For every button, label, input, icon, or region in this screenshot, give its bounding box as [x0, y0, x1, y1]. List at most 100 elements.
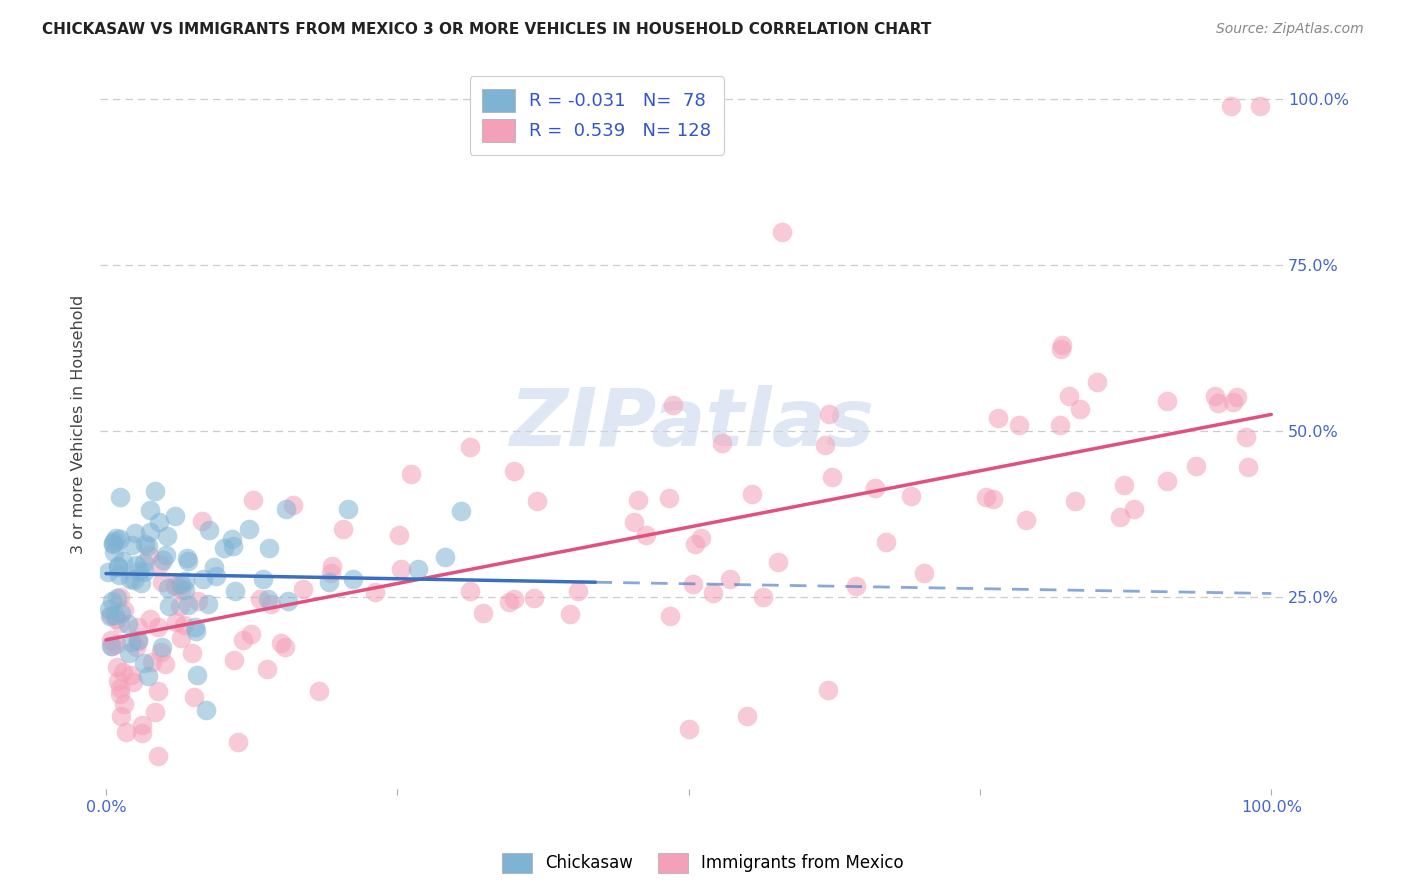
- Point: [103, 545, 125, 559]
- Point: [252, 572, 274, 586]
- Point: [718, 572, 741, 586]
- Point: [121, 675, 143, 690]
- Point: [502, 592, 524, 607]
- Point: [735, 709, 758, 723]
- Point: [1236, 460, 1258, 475]
- Point: [105, 591, 128, 606]
- Point: [526, 494, 548, 508]
- Point: [146, 684, 169, 698]
- Point: [170, 577, 193, 591]
- Point: [408, 562, 430, 576]
- Point: [242, 493, 264, 508]
- Point: [170, 582, 193, 597]
- Point: [1234, 430, 1257, 444]
- Point: [274, 640, 297, 655]
- Point: [1063, 494, 1085, 508]
- Point: [100, 632, 122, 647]
- Point: [1222, 395, 1244, 409]
- Point: [131, 725, 153, 739]
- Point: [173, 618, 195, 632]
- Point: [256, 662, 278, 676]
- Point: [238, 522, 260, 536]
- Point: [900, 489, 922, 503]
- Point: [150, 645, 173, 659]
- Point: [399, 467, 422, 481]
- Point: [270, 636, 292, 650]
- Point: [205, 568, 228, 582]
- Point: [221, 539, 243, 553]
- Point: [150, 640, 173, 655]
- Point: [741, 487, 763, 501]
- Point: [308, 684, 330, 698]
- Point: [1123, 502, 1146, 516]
- Point: [678, 723, 700, 737]
- Point: [150, 575, 173, 590]
- Point: [1156, 394, 1178, 409]
- Point: [1204, 389, 1226, 403]
- Point: [197, 523, 219, 537]
- Point: [125, 640, 148, 654]
- Point: [1185, 459, 1208, 474]
- Point: [129, 576, 152, 591]
- Point: [157, 599, 180, 614]
- Point: [105, 637, 128, 651]
- Point: [863, 481, 886, 495]
- Point: [197, 597, 219, 611]
- Point: [875, 534, 897, 549]
- Point: [433, 549, 456, 564]
- Point: [155, 548, 177, 562]
- Point: [118, 646, 141, 660]
- Point: [636, 528, 658, 542]
- Point: [502, 464, 524, 478]
- Point: [212, 541, 235, 556]
- Point: [226, 735, 249, 749]
- Y-axis label: 3 or more Vehicles in Household: 3 or more Vehicles in Household: [72, 294, 86, 554]
- Point: [157, 581, 180, 595]
- Point: [108, 681, 131, 696]
- Point: [183, 690, 205, 704]
- Point: [127, 620, 149, 634]
- Legend: R = -0.031   N=  78, R =  0.539   N= 128: R = -0.031 N= 78, R = 0.539 N= 128: [470, 76, 724, 155]
- Point: [770, 225, 793, 239]
- Point: [817, 682, 839, 697]
- Point: [1049, 342, 1071, 356]
- Point: [131, 718, 153, 732]
- Text: Source: ZipAtlas.com: Source: ZipAtlas.com: [1216, 22, 1364, 37]
- Point: [1112, 478, 1135, 492]
- Point: [107, 674, 129, 689]
- Point: [1085, 376, 1108, 390]
- Point: [623, 515, 645, 529]
- Point: [122, 573, 145, 587]
- Point: [100, 608, 122, 623]
- Point: [221, 532, 243, 546]
- Point: [281, 499, 304, 513]
- Point: [110, 708, 132, 723]
- Point: [752, 590, 775, 604]
- Point: [104, 607, 127, 622]
- Point: [277, 593, 299, 607]
- Point: [558, 607, 581, 622]
- Point: [166, 615, 188, 630]
- Point: [177, 554, 200, 568]
- Point: [332, 523, 354, 537]
- Point: [132, 656, 155, 670]
- Point: [138, 548, 160, 562]
- Point: [105, 659, 128, 673]
- Point: [1219, 99, 1241, 113]
- Point: [627, 493, 650, 508]
- Point: [118, 572, 141, 586]
- Point: [912, 566, 935, 581]
- Point: [108, 532, 131, 546]
- Point: [125, 558, 148, 572]
- Point: [127, 634, 149, 648]
- Legend: Chickasaw, Immigrants from Mexico: Chickasaw, Immigrants from Mexico: [495, 847, 911, 880]
- Point: [132, 557, 155, 571]
- Point: [318, 574, 340, 589]
- Point: [249, 592, 271, 607]
- Point: [195, 702, 218, 716]
- Point: [690, 531, 713, 545]
- Point: [191, 514, 214, 528]
- Point: [458, 440, 481, 454]
- Point: [845, 578, 868, 592]
- Point: [108, 616, 131, 631]
